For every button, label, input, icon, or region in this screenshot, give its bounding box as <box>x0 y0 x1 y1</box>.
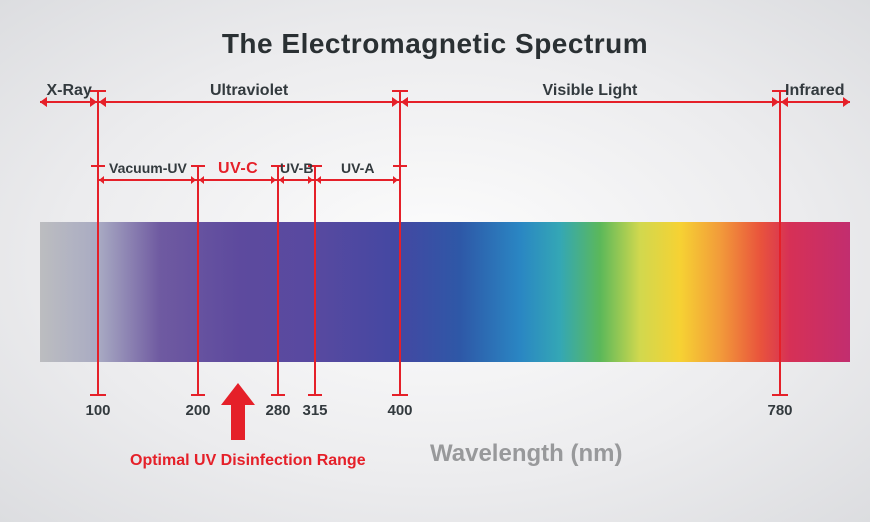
arrowhead-left-icon <box>99 97 106 107</box>
arrowhead-right-icon <box>392 97 399 107</box>
range-bar <box>98 101 400 103</box>
subrange-bar <box>98 179 198 181</box>
sub-range-label: UV-C <box>218 160 258 178</box>
subrange-divider <box>314 165 316 395</box>
up-arrow-shaft <box>231 405 245 440</box>
arrowhead-left-icon <box>316 176 321 184</box>
page-title: The Electromagnetic Spectrum <box>0 28 870 60</box>
sub-range-label: UV-A <box>341 160 374 176</box>
tick-head <box>191 165 205 167</box>
arrowhead-right-icon <box>393 176 398 184</box>
top-range-label: Visible Light <box>543 82 638 100</box>
arrowhead-right-icon <box>191 176 196 184</box>
tick-head <box>393 165 407 167</box>
tick-foot <box>271 394 285 396</box>
tick-foot <box>191 394 205 396</box>
spectrum-band <box>40 222 850 362</box>
range-divider <box>97 90 99 395</box>
top-range-label: X-Ray <box>47 82 92 100</box>
tick-foot <box>392 394 408 396</box>
arrowhead-left-icon <box>40 97 47 107</box>
sub-range-label: UV-B <box>280 160 313 176</box>
arrowhead-left-icon <box>279 176 284 184</box>
tick-label: 280 <box>266 402 291 419</box>
tick-head <box>90 90 106 92</box>
tick-label: 200 <box>186 402 211 419</box>
arrowhead-right-icon <box>772 97 779 107</box>
up-arrowhead-icon <box>221 383 255 405</box>
subrange-divider <box>197 165 199 395</box>
range-divider <box>399 90 401 395</box>
tick-label: 400 <box>388 402 413 419</box>
top-range-label: Infrared <box>785 82 845 100</box>
arrowhead-right-icon <box>271 176 276 184</box>
range-bar <box>400 101 780 103</box>
tick-head <box>91 165 105 167</box>
tick-foot <box>308 394 322 396</box>
arrowhead-right-icon <box>308 176 313 184</box>
sub-range-label: Vacuum-UV <box>109 160 187 176</box>
arrowhead-left-icon <box>199 176 204 184</box>
arrowhead-left-icon <box>781 97 788 107</box>
arrowhead-left-icon <box>99 176 104 184</box>
tick-head <box>392 90 408 92</box>
range-bar <box>780 101 850 103</box>
subrange-bar <box>315 179 400 181</box>
axis-label: Wavelength (nm) <box>430 440 622 468</box>
arrowhead-right-icon <box>843 97 850 107</box>
subrange-divider <box>277 165 279 395</box>
annotation-label: Optimal UV Disinfection Range <box>130 452 366 470</box>
tick-label: 100 <box>86 402 111 419</box>
tick-label: 315 <box>303 402 328 419</box>
arrowhead-right-icon <box>90 97 97 107</box>
subrange-bar <box>198 179 278 181</box>
top-range-label: Ultraviolet <box>210 82 288 100</box>
range-divider <box>779 90 781 395</box>
tick-foot <box>772 394 788 396</box>
tick-foot <box>90 394 106 396</box>
tick-label: 780 <box>768 402 793 419</box>
arrowhead-left-icon <box>401 97 408 107</box>
